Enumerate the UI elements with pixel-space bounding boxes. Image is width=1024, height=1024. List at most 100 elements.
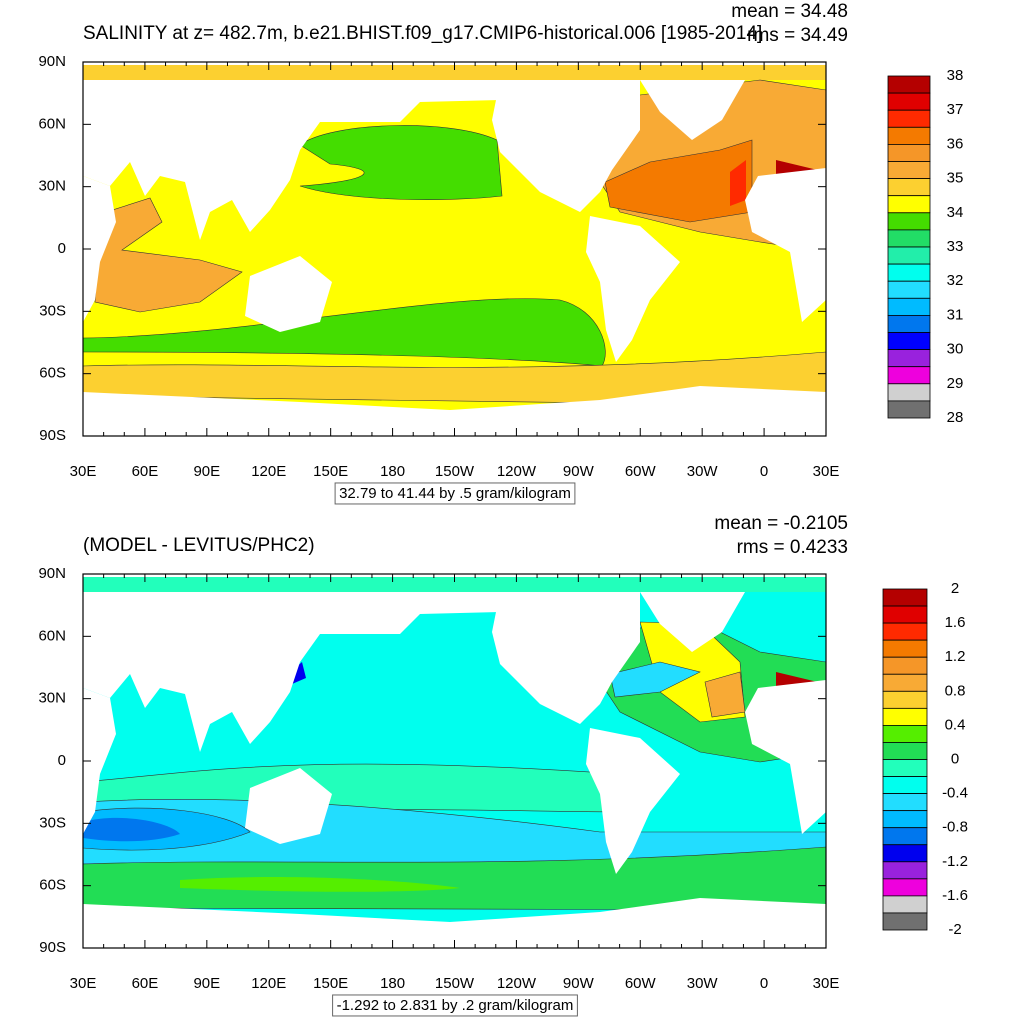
lon-label: 0: [760, 463, 768, 480]
lon-label: 90W: [563, 975, 595, 992]
colorbar-swatch: [887, 143, 931, 162]
lon-label: 60W: [625, 975, 657, 992]
map-top: [83, 62, 826, 436]
lat-label: 30N: [38, 178, 66, 195]
colorbar-swatch: [887, 212, 931, 231]
lon-label: 120W: [497, 975, 537, 992]
lon-label: 120E: [251, 975, 286, 992]
colorbar-label: -0.8: [942, 819, 968, 836]
colorbar-swatch: [887, 366, 931, 385]
colorbar-label: -2: [948, 921, 961, 938]
rms-label: rms = 34.49: [747, 25, 848, 46]
colorbar-swatch: [882, 912, 928, 931]
mean-label: mean = -0.2105: [714, 513, 848, 534]
lat-label: 90S: [39, 939, 66, 956]
lat-label: 0: [58, 240, 66, 257]
colorbar-label: 31: [947, 306, 964, 323]
colorbar-label: 28: [947, 409, 964, 426]
lat-label: 90N: [38, 565, 66, 582]
colorbar-swatch: [882, 776, 928, 794]
lat-label: 30S: [39, 814, 66, 831]
colorbar-swatch: [882, 861, 928, 880]
colorbar-swatch: [882, 827, 928, 846]
colorbar-swatch: [887, 161, 931, 180]
colorbar-label: 32: [947, 272, 964, 289]
map-bottom: [83, 574, 826, 948]
colorbar-label: 30: [947, 341, 964, 358]
lon-label: 150E: [313, 975, 348, 992]
lat-label: 0: [58, 752, 66, 769]
lon-label: 60E: [132, 463, 159, 480]
colorbar-swatch: [882, 605, 928, 624]
colorbar-label: 0.8: [945, 682, 966, 699]
lon-label: 120W: [497, 463, 537, 480]
colorbar-swatch: [887, 229, 931, 248]
lon-label: 30E: [70, 463, 97, 480]
colorbar-swatch: [887, 126, 931, 145]
colorbar-label: 0.4: [945, 716, 966, 733]
lat-label: 60S: [39, 877, 66, 894]
range-note-box: [332, 994, 578, 1017]
lat-label: 60N: [38, 115, 66, 132]
lon-label: 30E: [70, 975, 97, 992]
colorbar-swatch: [887, 280, 931, 299]
lon-label: 150E: [313, 463, 348, 480]
colorbar-swatch: [887, 332, 931, 351]
range-note: 32.79 to 41.44 by .5 gram/kilogram: [339, 485, 571, 502]
lon-label: 180: [380, 463, 405, 480]
colorbar-swatch: [882, 878, 928, 897]
colorbar-swatch: [887, 178, 931, 197]
colorbar-label: 36: [947, 135, 964, 152]
colorbar-label: 38: [947, 67, 964, 84]
colorbar-swatch: [887, 314, 931, 333]
lon-label: 30W: [687, 975, 719, 992]
lon-label: 60W: [625, 463, 657, 480]
colorbar-swatch: [882, 725, 928, 743]
colorbar-label: 29: [947, 375, 964, 392]
colorbar-swatch: [887, 383, 931, 402]
panel-title: (MODEL - LEVITUS/PHC2): [83, 535, 315, 556]
lat-label: 30S: [39, 302, 66, 319]
lon-label: 180: [380, 975, 405, 992]
colorbar-swatch: [882, 588, 928, 607]
colorbar-label: 33: [947, 238, 964, 255]
lon-label: 30E: [813, 463, 840, 480]
colorbar-swatch: [882, 673, 928, 692]
colorbar-swatch: [882, 622, 928, 641]
lat-label: 30N: [38, 690, 66, 707]
colorbar-label: 34: [947, 204, 964, 221]
colorbar-swatch: [887, 400, 931, 419]
lon-label: 120E: [251, 463, 286, 480]
colorbar-swatch: [882, 639, 928, 658]
lon-label: 150W: [435, 975, 475, 992]
colorbar-swatch: [882, 759, 928, 777]
mean-label: mean = 34.48: [731, 1, 848, 22]
colorbar-swatch: [882, 844, 928, 863]
colorbar-label: 0: [951, 750, 959, 767]
colorbar-label: -0.4: [942, 785, 968, 802]
colorbar-swatch: [882, 742, 928, 760]
colorbar-swatch: [882, 690, 928, 709]
colorbar-label: 37: [947, 101, 964, 118]
colorbar-label: 35: [947, 170, 964, 187]
lon-label: 150W: [435, 463, 475, 480]
colorbar-swatch: [887, 92, 931, 111]
lon-label: 90W: [563, 463, 595, 480]
colorbar-label: -1.6: [942, 887, 968, 904]
lon-label: 30E: [813, 975, 840, 992]
colorbar-swatch: [887, 263, 931, 282]
rms-label: rms = 0.4233: [737, 537, 848, 558]
panel-title: SALINITY at z= 482.7m, b.e21.BHIST.f09_g…: [83, 23, 762, 44]
colorbar-swatch: [882, 895, 928, 914]
lon-label: 90E: [193, 463, 220, 480]
colorbar-swatch: [882, 793, 928, 812]
colorbar-swatch: [882, 810, 928, 829]
colorbar-swatch: [882, 707, 928, 726]
range-note-box: [334, 482, 576, 505]
lon-label: 0: [760, 975, 768, 992]
colorbar-swatch: [882, 656, 928, 675]
colorbar-swatch: [887, 349, 931, 368]
colorbar-swatch: [887, 75, 931, 94]
colorbar-swatch: [887, 297, 931, 316]
